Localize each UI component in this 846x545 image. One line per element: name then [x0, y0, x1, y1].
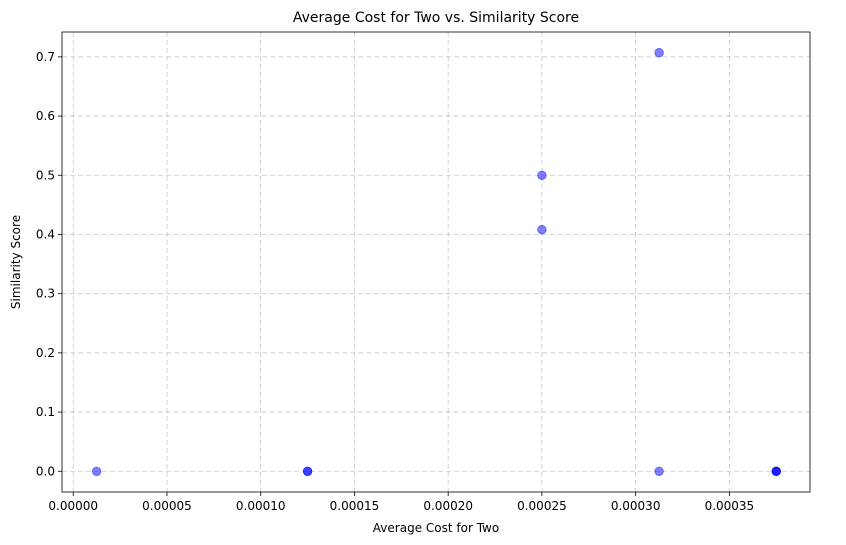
- data-point: [771, 466, 781, 476]
- data-point: [537, 170, 547, 180]
- data-points: [91, 48, 781, 476]
- data-point: [302, 466, 313, 476]
- x-tick-label: 0.00010: [236, 499, 286, 513]
- y-tick-label: 0.6: [36, 109, 55, 123]
- y-tick-label: 0.5: [36, 168, 55, 182]
- x-tick-label: 0.00030: [611, 499, 661, 513]
- data-point: [91, 466, 102, 476]
- x-tick-label: 0.00020: [423, 499, 473, 513]
- x-axis: 0.00000 0.00005 0.00010 0.00015 0.00020 0.000…: [48, 492, 754, 513]
- y-axis: 0.0 0.1 0.2 0.3 0.4 0.5 0.6 0.7: [36, 50, 62, 478]
- y-tick-label: 0.7: [36, 50, 55, 64]
- y-tick-label: 0.3: [36, 287, 55, 301]
- y-tick-label: 0.2: [36, 346, 55, 360]
- y-axis-label: Similarity Score: [9, 215, 23, 309]
- data-point: [654, 466, 664, 476]
- x-tick-label: 0.00025: [517, 499, 567, 513]
- data-point: [654, 48, 664, 58]
- plot-frame: [61, 31, 811, 493]
- x-tick-label: 0.00015: [330, 499, 380, 513]
- grid-lines: [62, 32, 810, 492]
- x-tick-label: 0.00005: [142, 499, 192, 513]
- x-tick-label: 0.00035: [705, 499, 755, 513]
- y-tick-label: 0.1: [36, 405, 55, 419]
- y-tick-label: 0.0: [36, 464, 55, 478]
- x-tick-label: 0.00000: [48, 499, 98, 513]
- y-tick-label: 0.4: [36, 227, 55, 241]
- chart-title: Average Cost for Two vs. Similarity Scor…: [293, 10, 579, 26]
- data-point: [537, 225, 547, 235]
- x-axis-label: Average Cost for Two: [373, 521, 499, 535]
